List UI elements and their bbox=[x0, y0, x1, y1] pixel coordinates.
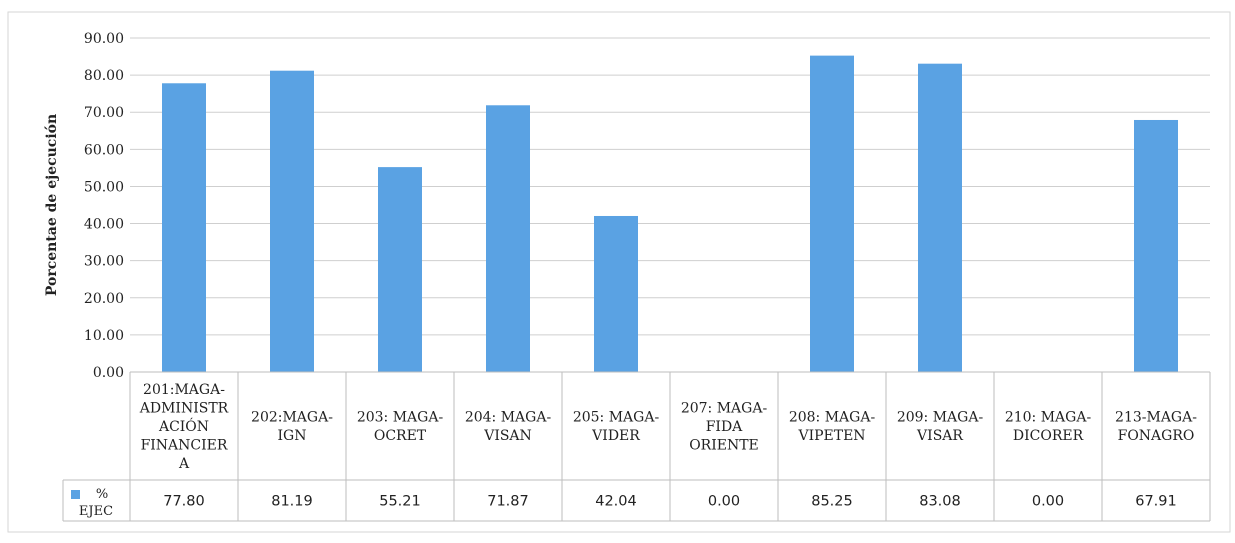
data-table-value: 77.80 bbox=[163, 494, 205, 510]
legend-label: % bbox=[96, 487, 108, 502]
category-label: 205: MAGA- VIDER bbox=[573, 410, 660, 445]
category-label-line: VIPETEN bbox=[797, 428, 865, 444]
bar bbox=[1134, 119, 1178, 372]
category-label-line: FIDA bbox=[706, 419, 743, 435]
category-label-line: FINANCIER bbox=[141, 437, 228, 453]
y-tick-label: 40.00 bbox=[84, 217, 124, 233]
bar bbox=[918, 63, 962, 373]
data-table-value: 42.04 bbox=[595, 494, 637, 510]
category-label-line: A bbox=[178, 456, 190, 472]
category-label-line: 213-MAGA- bbox=[1115, 410, 1197, 426]
legend-swatch bbox=[71, 490, 80, 499]
data-table-value: 81.19 bbox=[271, 494, 313, 510]
bar bbox=[810, 55, 854, 372]
bar bbox=[378, 167, 422, 372]
bar bbox=[270, 70, 314, 372]
category-label: 210: MAGA- DICORER bbox=[1005, 410, 1092, 445]
data-table-value: 0.00 bbox=[708, 494, 740, 510]
category-label: 204: MAGA- VISAN bbox=[465, 410, 552, 445]
bar bbox=[594, 215, 638, 372]
category-label-line: IGN bbox=[278, 428, 307, 444]
y-tick-label: 0.00 bbox=[93, 365, 124, 381]
category-label: 208: MAGA- VIPETEN bbox=[789, 410, 876, 445]
y-tick-label: 90.00 bbox=[84, 31, 124, 47]
data-table-value: 85.25 bbox=[811, 494, 853, 510]
data-table-value: 71.87 bbox=[487, 494, 529, 510]
bar bbox=[486, 105, 530, 373]
category-label-line: DICORER bbox=[1013, 428, 1084, 444]
y-tick-label: 80.00 bbox=[84, 68, 124, 84]
y-tick-label: 30.00 bbox=[84, 254, 124, 270]
category-label-line: FONAGRO bbox=[1118, 428, 1195, 444]
y-axis-title: Porcentae de ejecución bbox=[44, 114, 60, 296]
category-label-line: 201:MAGA- bbox=[143, 382, 225, 398]
category-label-line: ORIENTE bbox=[689, 437, 759, 453]
category-label-line: 205: MAGA- bbox=[573, 410, 660, 426]
y-tick-label: 10.00 bbox=[84, 328, 124, 344]
data-table-value: 67.91 bbox=[1135, 494, 1177, 510]
category-label-line: ADMINISTR bbox=[139, 400, 229, 416]
chart-border bbox=[7, 11, 1231, 533]
data-table-value: 83.08 bbox=[919, 494, 961, 510]
category-label: 213-MAGA- FONAGRO bbox=[1115, 410, 1197, 445]
y-tick-label: 70.00 bbox=[84, 105, 124, 121]
category-label-line: 202:MAGA- bbox=[251, 410, 333, 426]
category-label-line: VIDER bbox=[591, 428, 640, 444]
data-table-value: 0.00 bbox=[1032, 494, 1064, 510]
y-tick-label: 60.00 bbox=[84, 142, 124, 158]
y-tick-label: 50.00 bbox=[84, 179, 124, 195]
category-label-line: ACIÓN bbox=[158, 417, 209, 435]
category-label: 209: MAGA- VISAR bbox=[897, 410, 984, 445]
category-label: 201:MAGA- ADMINISTR ACIÓN FINANCIER A bbox=[139, 382, 229, 472]
category-label-line: OCRET bbox=[374, 428, 427, 444]
category-label-line: 204: MAGA- bbox=[465, 410, 552, 426]
data-table-value: 55.21 bbox=[379, 494, 421, 510]
category-label-line: 209: MAGA- bbox=[897, 410, 984, 426]
category-label-line: VISAR bbox=[916, 428, 963, 444]
y-tick-label: 20.00 bbox=[84, 291, 124, 307]
category-label-line: 207: MAGA- bbox=[681, 400, 768, 416]
category-label-line: 208: MAGA- bbox=[789, 410, 876, 426]
bar bbox=[162, 83, 206, 372]
category-label: 202:MAGA- IGN bbox=[251, 410, 333, 445]
category-label-line: VISAN bbox=[483, 428, 532, 444]
category-label-line: 203: MAGA- bbox=[357, 410, 444, 426]
legend-label: EJEC bbox=[79, 504, 113, 519]
category-label-line: 210: MAGA- bbox=[1005, 410, 1092, 426]
category-label: 207: MAGA- FIDA ORIENTE bbox=[681, 400, 768, 453]
category-label: 203: MAGA- OCRET bbox=[357, 410, 444, 445]
